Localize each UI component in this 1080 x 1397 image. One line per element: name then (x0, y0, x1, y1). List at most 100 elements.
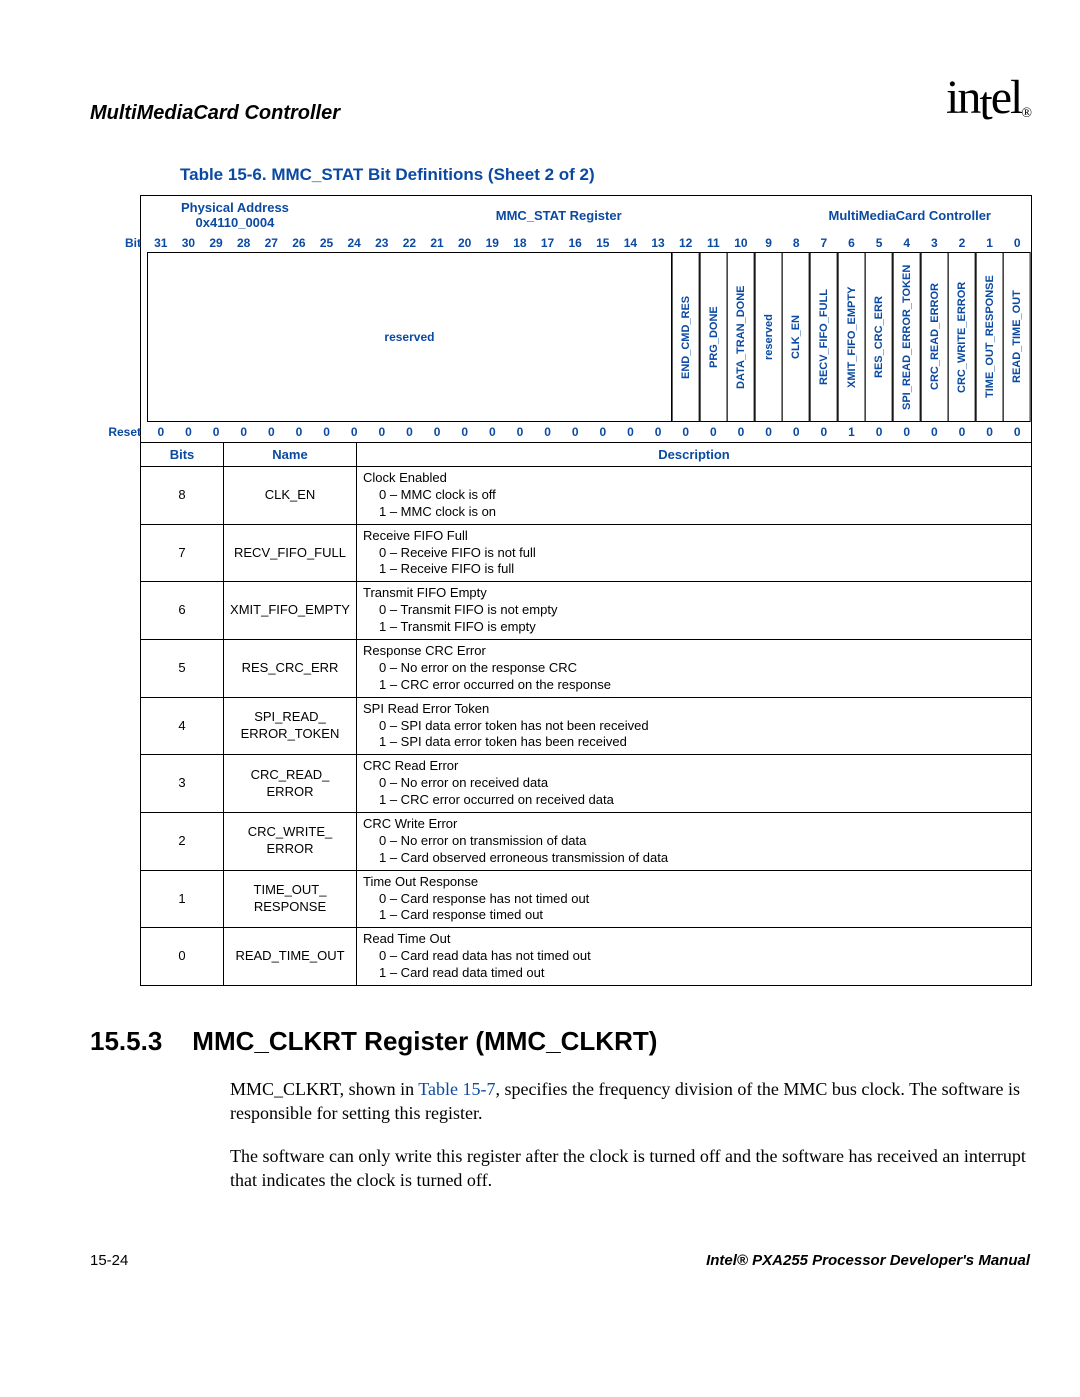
table-row: 8CLK_​ENClock Enabled0 – MMC clock is of… (141, 467, 1031, 525)
reset-value: 0 (451, 422, 479, 442)
reset-value: 0 (921, 422, 949, 442)
cell-name: RES_​CRC_​ERR (224, 640, 357, 698)
cell-bit: 2 (141, 813, 224, 871)
intel-logo: intel® (946, 70, 1030, 125)
reset-value: 0 (617, 422, 645, 442)
reset-value: 0 (258, 422, 286, 442)
bit-number: 25 (313, 234, 341, 252)
table-row: 7RECV_​FIFO_​FULLReceive FIFO Full0 – Re… (141, 524, 1031, 582)
bit-number: 16 (561, 234, 589, 252)
page: MultiMediaCard Controller intel® Table 1… (0, 0, 1080, 1309)
section-heading: 15.5.3 MMC_CLKRT Register (MMC_CLKRT) (90, 1026, 1030, 1057)
reset-value: 0 (479, 422, 507, 442)
field-end-cmd-res: END_CMD_RES (672, 252, 700, 422)
reset-value: 0 (727, 422, 755, 442)
bit-number: 18 (506, 234, 534, 252)
bit-number: 3 (921, 234, 949, 252)
bit-label: Bit (91, 234, 147, 252)
page-header: MultiMediaCard Controller intel® (90, 70, 1030, 125)
reset-value: 0 (589, 422, 617, 442)
cell-name: CRC_​WRITE_​ERROR (224, 813, 357, 871)
bit-number: 9 (755, 234, 783, 252)
bit-number: 7 (810, 234, 838, 252)
field-read-time-out: READ_TIME_OUT (1003, 252, 1031, 422)
section-title: MMC_CLKRT Register (MMC_CLKRT) (192, 1026, 657, 1057)
reset-value: 0 (230, 422, 258, 442)
reset-value: 0 (810, 422, 838, 442)
field-spi-read-error-token: SPI_READ_ERROR_TOKEN (893, 252, 921, 422)
table-row: 3CRC_​READ_​ERRORCRC Read Error0 – No er… (141, 755, 1031, 813)
manual-title: Intel® PXA255 Processor Developer's Manu… (706, 1252, 1030, 1269)
cell-description: Clock Enabled0 – MMC clock is off1 – MMC… (357, 467, 1032, 525)
field-crc-read-error: CRC_READ_ERROR (921, 252, 949, 422)
cell-description: CRC Write Error0 – No error on transmiss… (357, 813, 1032, 871)
reset-value: 0 (561, 422, 589, 442)
reset-value: 0 (644, 422, 672, 442)
cell-bit: 7 (141, 524, 224, 582)
cell-description: Receive FIFO Full0 – Receive FIFO is not… (357, 524, 1032, 582)
register-header-row: Physical Address 0x4110_0004 MMC_STAT Re… (141, 196, 1031, 234)
reset-value: 0 (755, 422, 783, 442)
cell-description: Transmit FIFO Empty0 – Transmit FIFO is … (357, 582, 1032, 640)
field-recv-fifo-full: RECV_FIFO_FULL (810, 252, 838, 422)
cell-name: CLK_​EN (224, 467, 357, 525)
cell-name: SPI_​READ_​ERROR_​TOKEN (224, 697, 357, 755)
bit-number: 24 (340, 234, 368, 252)
reset-value: 0 (313, 422, 341, 442)
physical-address: Physical Address 0x4110_0004 (181, 200, 289, 230)
bit-number: 5 (865, 234, 893, 252)
field-time-out-response: TIME_OUT_RESPONSE (976, 252, 1004, 422)
reset-value: 0 (147, 422, 175, 442)
table-row: 2CRC_​WRITE_​ERRORCRC Write Error0 – No … (141, 813, 1031, 871)
reset-value: 0 (700, 422, 728, 442)
field-clk-en: CLK_EN (782, 252, 810, 422)
bit-number: 2 (948, 234, 976, 252)
bit-number: 8 (782, 234, 810, 252)
bit-field-row: reserved END_CMD_RES PRG_DONE DATA_TRAN_… (141, 252, 1031, 422)
reset-row: Reset 00000000000000000000000001000000 (141, 422, 1031, 442)
field-cells: reserved END_CMD_RES PRG_DONE DATA_TRAN_… (147, 252, 1031, 422)
reset-value: 0 (340, 422, 368, 442)
table-row: 4SPI_​READ_​ERROR_​TOKENSPI Read Error T… (141, 697, 1031, 755)
cell-name: RECV_​FIFO_​FULL (224, 524, 357, 582)
cell-name: TIME_​OUT_​RESPONSE (224, 870, 357, 928)
reset-value: 0 (285, 422, 313, 442)
cross-reference[interactable]: Table 15-7 (418, 1079, 495, 1099)
cell-name: CRC_​READ_​ERROR (224, 755, 357, 813)
reset-value: 0 (506, 422, 534, 442)
reset-value: 0 (423, 422, 451, 442)
cell-bit: 0 (141, 928, 224, 985)
cell-description: SPI Read Error Token0 – SPI data error t… (357, 697, 1032, 755)
bit-description-table: Bits Name Description 8CLK_​ENClock Enab… (141, 442, 1031, 985)
bit-number: 31 (147, 234, 175, 252)
reset-value: 0 (175, 422, 203, 442)
register-diagram: Physical Address 0x4110_0004 MMC_STAT Re… (140, 195, 1032, 986)
field-xmit-fifo-empty: XMIT_FIFO_EMPTY (838, 252, 866, 422)
reset-value: 0 (672, 422, 700, 442)
cell-description: Response CRC Error0 – No error on the re… (357, 640, 1032, 698)
bit-number: 20 (451, 234, 479, 252)
field-crc-write-error: CRC_WRITE_ERROR (948, 252, 976, 422)
bit-number: 14 (617, 234, 645, 252)
cell-name: XMIT_​FIFO_​EMPTY (224, 582, 357, 640)
section-number: 15.5.3 (90, 1026, 162, 1057)
cell-description: CRC Read Error0 – No error on received d… (357, 755, 1032, 813)
reset-value: 0 (948, 422, 976, 442)
bit-number: 13 (644, 234, 672, 252)
field-data-tran-done: DATA_TRAN_DONE (727, 252, 755, 422)
bit-number: 4 (893, 234, 921, 252)
bit-number: 12 (672, 234, 700, 252)
cell-bit: 5 (141, 640, 224, 698)
cell-description: Read Time Out0 – Card read data has not … (357, 928, 1032, 985)
bit-number: 15 (589, 234, 617, 252)
table-row: 0READ_​TIME_​OUTRead Time Out0 – Card re… (141, 928, 1031, 985)
bit-number: 29 (202, 234, 230, 252)
paragraph-2: The software can only write this registe… (230, 1144, 1030, 1193)
bit-number: 11 (700, 234, 728, 252)
page-footer: 15-24 Intel® PXA255 Processor Developer'… (90, 1252, 1030, 1269)
bit-number: 22 (396, 234, 424, 252)
register-name: MMC_STAT Register (496, 208, 622, 223)
bit-number: 30 (175, 234, 203, 252)
bit-number: 0 (1003, 234, 1031, 252)
reset-label: Reset (91, 422, 147, 442)
